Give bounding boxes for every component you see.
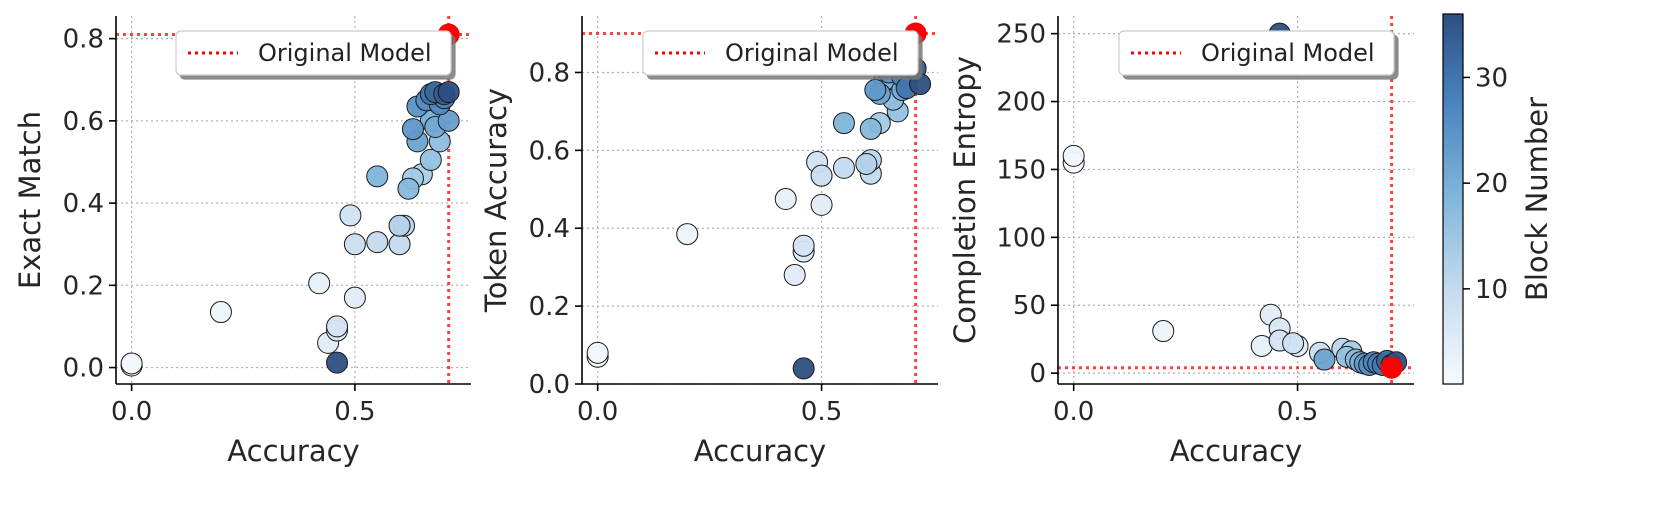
y-tick-label: 100	[996, 223, 1046, 253]
data-point	[859, 117, 882, 140]
data-point	[1062, 144, 1085, 167]
colorbar-tick-label: 10	[1475, 275, 1508, 305]
y-axis-label: Token Accuracy	[479, 88, 513, 313]
data-point	[343, 286, 366, 309]
x-axis-label: Accuracy	[694, 434, 826, 468]
x-tick-label: 0.0	[577, 397, 618, 427]
y-tick-label: 0.2	[63, 271, 104, 301]
scatter-panel-token-accuracy: 0.0 0.5 0.0 0.2 0.4 0.6 0.8 Accuracy Token Accur…	[479, 16, 938, 468]
scatter-panel-completion-entropy: 0.0 0.5 0 50 100 150 200 250 Accuracy Completion …	[948, 16, 1414, 468]
data-point	[864, 78, 887, 101]
colorbar-gradient	[1442, 13, 1464, 385]
data-point	[792, 234, 815, 257]
data-point	[810, 164, 833, 187]
x-tick-label: 0.0	[111, 397, 152, 427]
y-axis-label: Completion Entropy	[948, 56, 982, 344]
y-tick-label: 50	[1013, 291, 1046, 321]
x-tick-label: 0.0	[1053, 397, 1094, 427]
y-tick-label: 250	[996, 20, 1046, 50]
y-axis-label: Exact Match	[13, 111, 47, 289]
data-point	[437, 81, 460, 104]
y-tick-label: 0	[1029, 359, 1046, 389]
data-point	[401, 118, 424, 141]
data-point	[120, 352, 143, 375]
data-point	[586, 341, 609, 364]
data-point	[909, 73, 932, 96]
data-point	[1282, 332, 1305, 355]
data-point	[810, 193, 833, 216]
x-tick-label: 0.5	[334, 397, 375, 427]
y-tick-label: 0.6	[529, 136, 570, 166]
x-axis-label: Accuracy	[1170, 434, 1302, 468]
y-tick-label: 0.0	[529, 370, 570, 400]
data-point	[397, 177, 420, 200]
data-point	[308, 272, 331, 295]
legend-label: Original Model	[725, 39, 899, 67]
y-tick-label: 0.4	[529, 214, 570, 244]
y-tick-label: 200	[996, 88, 1046, 118]
scatter-panel-exact-match: 0.0 0.5 0.0 0.2 0.4 0.6 0.8 Accuracy Exact Match…	[13, 16, 471, 468]
colorbar-label: Block Number	[1520, 97, 1554, 301]
data-point	[1152, 320, 1175, 343]
legend-label: Original Model	[258, 39, 432, 67]
data-point	[419, 148, 442, 171]
data-point	[209, 301, 232, 324]
legend: Original Model	[1118, 30, 1395, 76]
legend-box	[1118, 30, 1395, 76]
y-tick-label: 0.8	[529, 58, 570, 88]
data-point	[676, 223, 699, 246]
data-point	[366, 165, 389, 188]
data-point	[832, 156, 855, 179]
colorbar-tick-label: 20	[1475, 169, 1508, 199]
data-point	[326, 351, 349, 374]
original-model-point	[1380, 356, 1403, 379]
data-point	[388, 214, 411, 237]
data-point	[855, 152, 878, 175]
legend: Original Model	[175, 30, 452, 76]
y-tick-label: 150	[996, 155, 1046, 185]
data-point	[774, 188, 797, 211]
legend-box	[642, 30, 919, 76]
legend-label: Original Model	[1201, 39, 1375, 67]
legend-box	[175, 30, 452, 76]
y-tick-label: 0.0	[63, 354, 104, 384]
data-point	[792, 357, 815, 380]
data-point	[339, 204, 362, 227]
data-point	[1313, 348, 1336, 371]
y-tick-label: 0.8	[63, 25, 104, 55]
x-tick-label: 0.5	[801, 397, 842, 427]
y-tick-label: 0.6	[63, 107, 104, 137]
data-point	[783, 263, 806, 286]
data-point	[343, 233, 366, 256]
x-tick-label: 0.5	[1277, 397, 1318, 427]
y-tick-label: 0.2	[529, 292, 570, 322]
x-axis-label: Accuracy	[227, 434, 359, 468]
data-point	[388, 233, 411, 256]
y-tick-label: 0.4	[63, 189, 104, 219]
colorbar: 10 20 30 Block Number	[1442, 13, 1554, 385]
data-point	[326, 315, 349, 338]
colorbar-tick-label: 30	[1475, 63, 1508, 93]
data-point	[832, 112, 855, 135]
data-point	[366, 231, 389, 254]
legend: Original Model	[642, 30, 919, 76]
